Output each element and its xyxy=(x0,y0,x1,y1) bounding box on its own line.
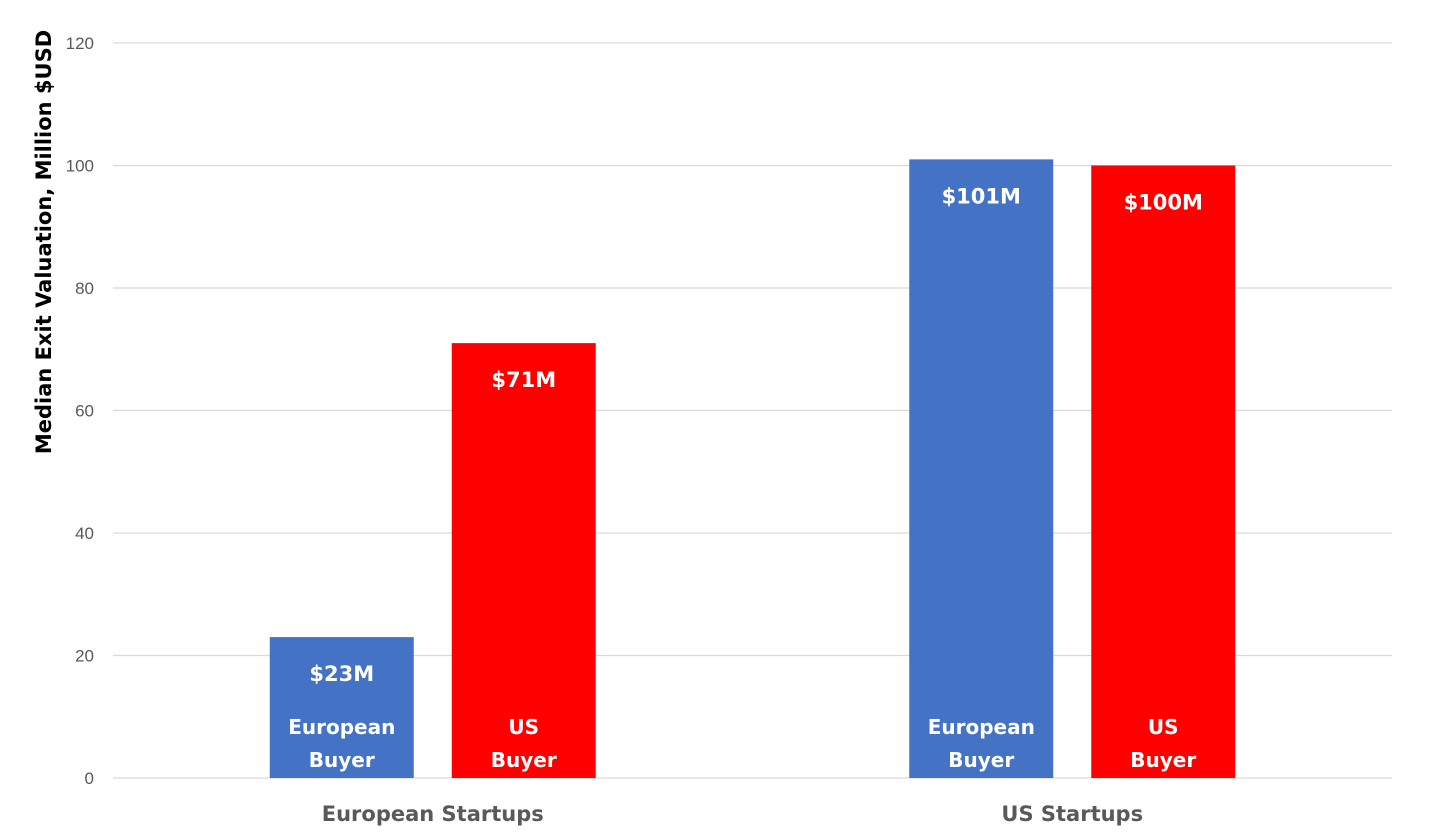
series-label: European xyxy=(928,715,1035,739)
y-axis-label: Median Exit Valuation, Million $USD xyxy=(32,30,56,454)
y-tick-label: 40 xyxy=(75,524,94,543)
series-label: Buyer xyxy=(948,748,1014,772)
bar xyxy=(1091,165,1236,778)
y-axis-tick-labels: 0 20 40 60 80 100 120 xyxy=(66,34,94,788)
data-label: $101M xyxy=(942,184,1021,208)
bars xyxy=(269,159,1236,778)
category-labels: European Startups US Startups xyxy=(322,802,1143,826)
bar xyxy=(451,343,596,778)
data-label: $71M xyxy=(491,368,556,392)
bar xyxy=(909,159,1054,778)
y-tick-label: 100 xyxy=(66,157,94,176)
series-label: Buyer xyxy=(1130,748,1196,772)
data-label: $23M xyxy=(309,662,374,686)
y-tick-label: 0 xyxy=(85,769,94,788)
category-label: US Startups xyxy=(1001,802,1143,826)
series-label: Buyer xyxy=(309,748,375,772)
y-tick-label: 80 xyxy=(75,279,94,298)
bar-labels: $23M European Buyer $71M US Buyer $101M Europea… xyxy=(288,184,1203,772)
bar xyxy=(269,637,414,778)
y-tick-label: 120 xyxy=(66,34,94,53)
y-tick-label: 60 xyxy=(75,402,94,421)
category-label: European Startups xyxy=(322,802,544,826)
series-label: Buyer xyxy=(491,748,557,772)
series-label: US xyxy=(508,715,539,739)
series-label: European xyxy=(288,715,395,739)
data-label: $100M xyxy=(1124,191,1203,215)
y-tick-label: 20 xyxy=(75,647,94,666)
series-label: US xyxy=(1148,715,1179,739)
